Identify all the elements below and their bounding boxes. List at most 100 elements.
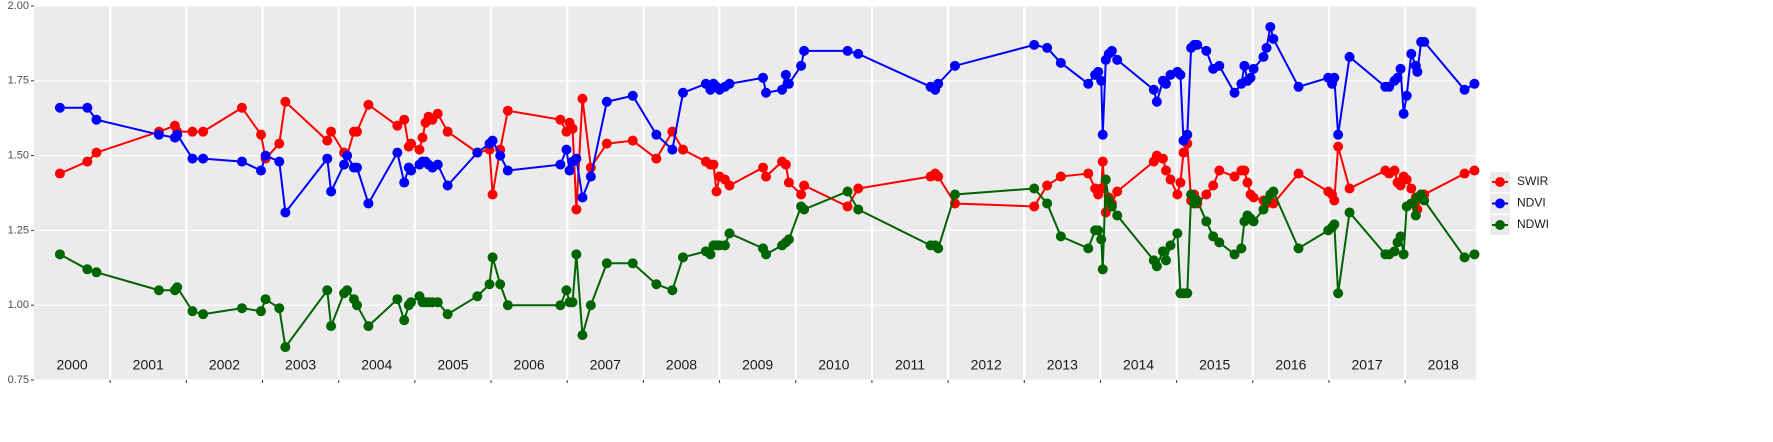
data-point: [392, 294, 403, 305]
legend-item: SWIR: [1490, 172, 1549, 192]
legend-label: SWIR: [1517, 174, 1549, 188]
data-point: [1055, 57, 1066, 68]
data-point: [1151, 96, 1162, 107]
data-point: [502, 165, 513, 176]
data-point: [1248, 216, 1259, 227]
data-point: [495, 150, 506, 161]
year-label: 2004: [361, 357, 392, 373]
data-point: [1242, 177, 1253, 188]
data-point: [326, 321, 337, 332]
data-point: [1344, 207, 1355, 218]
data-point: [1175, 69, 1186, 80]
data-point: [1329, 219, 1340, 230]
data-point: [1395, 231, 1406, 242]
data-point: [432, 297, 443, 308]
data-point: [1175, 177, 1186, 188]
data-point: [1469, 78, 1480, 89]
data-point: [1029, 201, 1040, 212]
data-point: [783, 234, 794, 245]
data-point: [678, 144, 689, 155]
data-point: [627, 90, 638, 101]
data-point: [414, 144, 425, 155]
data-point: [1096, 183, 1107, 194]
data-point: [392, 147, 403, 158]
data-point: [577, 330, 588, 341]
data-point: [1389, 246, 1400, 257]
year-label: 2011: [895, 357, 925, 373]
legend-item: NDVI: [1490, 193, 1546, 214]
data-point: [1268, 33, 1279, 44]
data-point: [432, 159, 443, 170]
data-point: [1344, 183, 1355, 194]
data-point: [442, 126, 453, 137]
data-point: [280, 207, 291, 218]
legend-label: NDVI: [1517, 196, 1546, 210]
data-point: [1236, 243, 1247, 254]
data-point: [82, 156, 93, 167]
data-point: [487, 135, 498, 146]
data-point: [780, 159, 791, 170]
data-point: [502, 105, 513, 116]
data-point: [280, 342, 291, 353]
data-point: [796, 189, 807, 200]
data-point: [1160, 165, 1171, 176]
data-point: [1248, 192, 1259, 203]
data-point: [260, 150, 271, 161]
data-point: [326, 126, 337, 137]
data-point: [442, 309, 453, 320]
data-point: [627, 135, 638, 146]
data-point: [585, 300, 596, 311]
data-point: [502, 300, 513, 311]
data-point: [1406, 48, 1417, 59]
data-point: [783, 177, 794, 188]
data-point: [1165, 240, 1176, 251]
data-point: [571, 249, 582, 260]
year-label: 2006: [514, 357, 545, 373]
data-point: [1100, 174, 1111, 185]
data-point: [1201, 189, 1212, 200]
year-label: 2017: [1351, 357, 1382, 373]
data-point: [585, 171, 596, 182]
data-point: [719, 240, 730, 251]
year-label: 2005: [437, 357, 468, 373]
data-point: [1406, 198, 1417, 209]
data-point: [487, 189, 498, 200]
data-point: [651, 153, 662, 164]
data-point: [236, 102, 247, 113]
year-label: 2012: [971, 357, 1002, 373]
data-point: [1229, 249, 1240, 260]
data-point: [1055, 171, 1066, 182]
data-point: [1389, 165, 1400, 176]
data-point: [1459, 168, 1470, 179]
data-point: [1214, 165, 1225, 176]
data-point: [399, 315, 410, 326]
data-point: [442, 180, 453, 191]
data-point: [172, 282, 183, 293]
data-point: [1112, 54, 1123, 65]
data-point: [711, 186, 722, 197]
data-point: [406, 165, 417, 176]
legend-item: NDWI: [1490, 215, 1549, 235]
data-point: [1182, 129, 1193, 140]
y-tick-label: 1.25: [8, 224, 29, 236]
data-point: [761, 249, 772, 260]
data-point: [1160, 78, 1171, 89]
data-point: [260, 294, 271, 305]
data-point: [567, 297, 578, 308]
data-point: [1419, 195, 1430, 206]
data-point: [761, 171, 772, 182]
data-point: [1333, 288, 1344, 299]
data-point: [82, 102, 93, 113]
data-point: [495, 279, 506, 290]
data-point: [577, 192, 588, 203]
data-point: [1293, 81, 1304, 92]
data-point: [705, 249, 716, 260]
data-point: [274, 303, 285, 314]
y-tick-label: 0.75: [8, 374, 29, 386]
data-point: [236, 303, 247, 314]
data-point: [1112, 186, 1123, 197]
data-point: [1172, 189, 1183, 200]
legend-key-point: [1495, 198, 1505, 209]
data-point: [280, 96, 291, 107]
data-point: [342, 285, 353, 296]
